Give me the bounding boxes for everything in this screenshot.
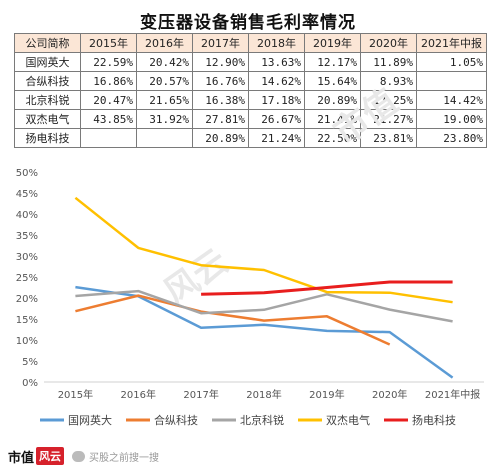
margin-value-cell: 1.05% [416,52,487,72]
y-tick-label: 40% [16,210,38,221]
x-tick-label: 2015年 [58,388,93,401]
margin-value-cell: 19.00% [416,109,487,129]
company-name-cell: 扬电科技 [14,128,81,148]
margin-value-cell: 21.24% [248,128,305,148]
margin-table: 公司简称 2015年 2016年 2017年 2018年 2019年 2020年 2021年中… [14,33,487,148]
brand-logo: 风云 [36,447,65,465]
legend-label: 北京科锐 [240,413,284,427]
y-tick-label: 15% [16,315,38,326]
margin-value-cell: 12.17% [304,52,361,72]
table-header-cell: 2020年 [360,33,417,53]
x-tick-label: 2016年 [121,388,156,401]
table-header-cell: 2019年 [304,33,361,53]
margin-value-cell: 22.50% [304,128,361,148]
table-header-cell: 2021年中报 [416,33,487,53]
table-header-cell: 公司简称 [14,33,81,53]
y-tick-label: 10% [16,336,38,347]
y-tick-label: 35% [16,231,38,242]
table-header-cell: 2017年 [192,33,249,53]
margin-value-cell: 17.25% [360,90,417,110]
x-axis: 2015年 2016年 2017年 2018年 2019年 2020年 2021年中报 [44,381,484,401]
y-tick-label: 5% [22,357,38,368]
table-header-cell: 2018年 [248,33,305,53]
margin-value-cell: 14.62% [248,71,305,91]
margin-value-cell [80,128,137,148]
margin-value-cell [136,128,193,148]
series-lines [74,196,454,379]
margin-value-cell: 11.89% [360,52,417,72]
margin-value-cell: 21.27% [360,109,417,129]
table-header-row: 公司简称 2015年 2016年 2017年 2018年 2019年 2020年 2021年中… [14,33,487,53]
y-tick-label: 25% [16,273,38,284]
company-name-cell: 北京科锐 [14,90,81,110]
margin-value-cell: 16.76% [192,71,249,91]
margin-value-cell: 21.65% [136,90,193,110]
footer: 市值 风云 买股之前搜一搜 [8,446,159,466]
y-tick-label: 30% [16,252,38,263]
x-tick-label: 2020年 [372,388,407,401]
page-title: 变压器设备销售毛利率情况 [140,13,356,33]
table-header-cell: 2015年 [80,33,137,53]
margin-value-cell: 13.63% [248,52,305,72]
y-tick-label: 0% [22,378,38,389]
margin-value-cell: 27.81% [192,109,249,129]
y-axis: 0% 5% 10% 15% 20% 25% 30% 35% 40% 45% 50% [16,168,38,389]
margin-value-cell: 43.85% [80,109,137,129]
margin-value-cell: 23.81% [360,128,417,148]
wechat-icon [72,450,86,462]
legend: 国网英大 合纵科技 北京科锐 双杰电气 扬电科技 [40,413,456,427]
margin-value-cell: 17.18% [248,90,305,110]
margin-value-cell: 14.42% [416,90,487,110]
margin-value-cell: 22.59% [80,52,137,72]
margin-value-cell: 8.93% [360,71,417,91]
company-name-cell: 国网英大 [14,52,81,72]
company-name-cell: 合纵科技 [14,71,81,91]
table-header-cell: 2016年 [136,33,193,53]
margin-value-cell: 20.89% [192,128,249,148]
margin-value-cell: 16.86% [80,71,137,91]
margin-value-cell: 20.89% [304,90,361,110]
line-chart: 0%5%10%15%20%25%30%35%40%45%50% 2015年 201… [16,168,484,427]
table-row: 扬电科技 20.89% 21.24% 22.50% 23.81% 23.80% [14,128,487,148]
margin-value-cell: 23.80% [416,128,487,148]
margin-value-cell: 20.47% [80,90,137,110]
margin-value-cell: 12.90% [192,52,249,72]
table-row: 北京科锐 20.47% 21.65% 16.38% 17.18% 20.89% 17.25%… [14,90,487,110]
margin-value-cell [416,71,487,91]
x-tick-label: 2017年 [183,388,218,401]
y-tick-label: 50% [16,168,38,179]
margin-value-cell: 20.57% [136,71,193,91]
table-row: 合纵科技 16.86% 20.57% 16.76% 14.62% 15.64% 8.93% [14,71,487,91]
table-row: 国网英大 22.59% 20.42% 12.90% 13.63% 12.17% 11.89%… [14,52,487,72]
series-line [75,285,454,379]
margin-value-cell: 16.38% [192,90,249,110]
y-tick-label: 20% [16,294,38,305]
legend-label: 国网英大 [68,413,112,427]
margin-value-cell: 21.41% [304,109,361,129]
slogan: 买股之前搜一搜 [89,452,160,464]
x-tick-label: 2021年中报 [425,388,480,401]
table-row: 双杰电气 43.85% 31.92% 27.81% 26.67% 21.41% 21.27%… [14,109,487,129]
margin-value-cell: 20.42% [136,52,193,72]
x-tick-label: 2019年 [309,388,344,401]
brand-name: 市值 [8,450,35,466]
x-tick-label: 2018年 [246,388,281,401]
y-tick-label: 45% [16,189,38,200]
legend-label: 合纵科技 [154,413,198,427]
series-line [74,196,453,304]
legend-label: 扬电科技 [412,413,456,427]
margin-value-cell: 31.92% [136,109,193,129]
series-line [75,294,391,346]
margin-value-cell: 26.67% [248,109,305,129]
margin-value-cell: 15.64% [304,71,361,91]
company-name-cell: 双杰电气 [14,109,81,129]
legend-label: 双杰电气 [326,413,370,427]
series-line [75,289,453,323]
series-line [201,280,453,296]
